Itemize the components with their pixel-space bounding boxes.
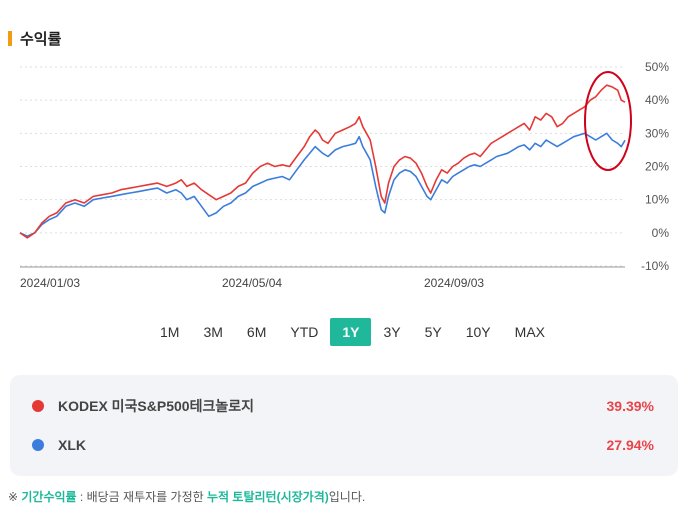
legend-item: KODEX 미국S&P500테크놀로지 39.39% (32, 396, 654, 416)
period-tab-6m[interactable]: 6M (246, 324, 267, 340)
legend-panel: KODEX 미국S&P500테크놀로지 39.39% XLK 27.94% (10, 375, 678, 476)
x-tick-label: 2024/09/03 (424, 276, 484, 290)
legend-name: KODEX 미국S&P500테크놀로지 (58, 398, 254, 414)
series-line (19, 84, 626, 239)
period-tab-1y[interactable]: 1Y (330, 318, 372, 346)
legend-item: XLK 27.94% (32, 435, 654, 455)
period-tab-3m[interactable]: 3M (203, 324, 223, 340)
footnote: ※ 기간수익률 : 배당금 재투자를 가정한 누적 토탈리턴(시장가격)입니다. (8, 488, 365, 505)
return-line-chart: 50% 40% 30% 20% 10% 0% -10% 2024/01/03 2024/05/0… (19, 60, 670, 290)
footnote-middle: : 배당금 재투자를 가정한 (76, 490, 207, 504)
legend-value: 39.39% (606, 398, 654, 414)
y-tick-label: 0% (652, 226, 670, 240)
y-tick-label: 10% (645, 193, 669, 207)
y-tick-label: 50% (645, 60, 669, 74)
footnote-highlight: 누적 토탈리턴(시장가격) (207, 490, 329, 504)
series-line (19, 132, 626, 237)
x-tick-label: 2024/01/03 (20, 276, 80, 290)
section-title: 수익률 (20, 31, 62, 48)
period-tab-10y[interactable]: 10Y (465, 324, 491, 340)
period-tab-3y[interactable]: 3Y (383, 324, 401, 340)
legend-dot-icon (32, 400, 44, 412)
highlight-circle-annotation (584, 71, 632, 171)
period-tab-max[interactable]: MAX (514, 324, 545, 340)
title-accent-bar (8, 31, 12, 46)
section-header: 수익률 (8, 28, 61, 49)
x-tick-label: 2024/05/04 (222, 276, 282, 290)
y-tick-label: 30% (645, 126, 669, 140)
legend-dot-icon (32, 439, 44, 451)
y-tick-label: 20% (645, 160, 669, 174)
legend-name: XLK (58, 437, 86, 453)
legend-value: 27.94% (606, 437, 654, 453)
footnote-prefix: ※ (8, 490, 22, 504)
period-tab-5y[interactable]: 5Y (424, 324, 442, 340)
footnote-suffix: 입니다. (328, 490, 366, 504)
period-selector: 1M 3M 6M YTD 1Y 3Y 5Y 10Y MAX (148, 318, 557, 346)
footnote-term: 기간수익률 (21, 490, 77, 504)
period-tab-ytd[interactable]: YTD (290, 324, 319, 340)
y-tick-label: -10% (641, 259, 669, 273)
period-tab-1m[interactable]: 1M (160, 324, 180, 340)
y-tick-label: 40% (645, 93, 669, 107)
